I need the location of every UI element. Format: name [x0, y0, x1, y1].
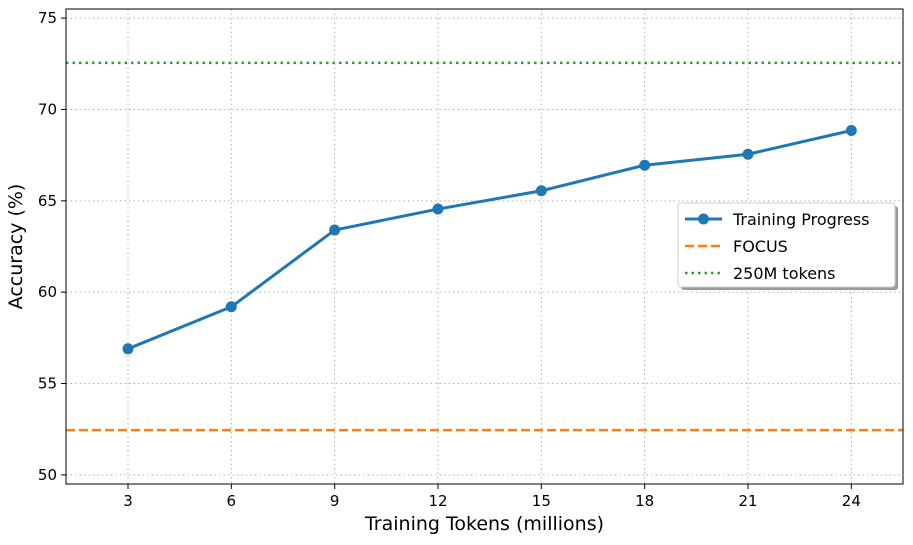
data-point — [639, 159, 651, 171]
data-point — [432, 203, 444, 215]
data-point — [845, 124, 857, 136]
y-tick-label: 50 — [38, 466, 57, 484]
legend-label: Training Progress — [732, 210, 870, 229]
y-axis-label: Accuracy (%) — [5, 184, 27, 310]
grid — [66, 9, 903, 484]
data-point — [122, 343, 134, 355]
x-tick-label: 9 — [330, 492, 340, 510]
legend-marker-swatch — [698, 213, 709, 225]
y-tick-label: 55 — [38, 375, 57, 393]
x-tick-label: 15 — [532, 492, 551, 510]
x-tick-label: 21 — [738, 492, 757, 510]
x-tick-label: 6 — [227, 492, 237, 510]
legend: Training Progress FOCUS 250M tokens — [677, 202, 898, 290]
data-point — [535, 185, 547, 197]
x-tick-label: 3 — [123, 492, 133, 510]
y-tick-label: 75 — [38, 9, 57, 27]
data-point — [225, 301, 237, 313]
x-axis-label: Training Tokens (millions) — [364, 513, 604, 535]
y-axis-ticks: 50 55 60 65 70 75 — [38, 9, 66, 484]
y-tick-label: 70 — [38, 100, 57, 118]
data-point — [329, 224, 341, 236]
reference-lines — [66, 61, 903, 432]
series-line — [127, 129, 852, 351]
x-axis-ticks: 3 6 9 12 15 18 21 24 — [123, 484, 861, 510]
y-tick-label: 60 — [38, 283, 57, 301]
legend-box — [677, 202, 896, 288]
series — [122, 124, 857, 355]
plot-frame — [65, 8, 904, 485]
y-tick-label: 65 — [38, 192, 57, 210]
legend-label: FOCUS — [733, 237, 788, 256]
x-tick-label: 24 — [842, 492, 861, 510]
x-tick-label: 18 — [635, 492, 654, 510]
data-point — [742, 148, 754, 160]
legend-label: 250M tokens — [733, 264, 836, 283]
x-tick-label: 12 — [428, 492, 447, 510]
